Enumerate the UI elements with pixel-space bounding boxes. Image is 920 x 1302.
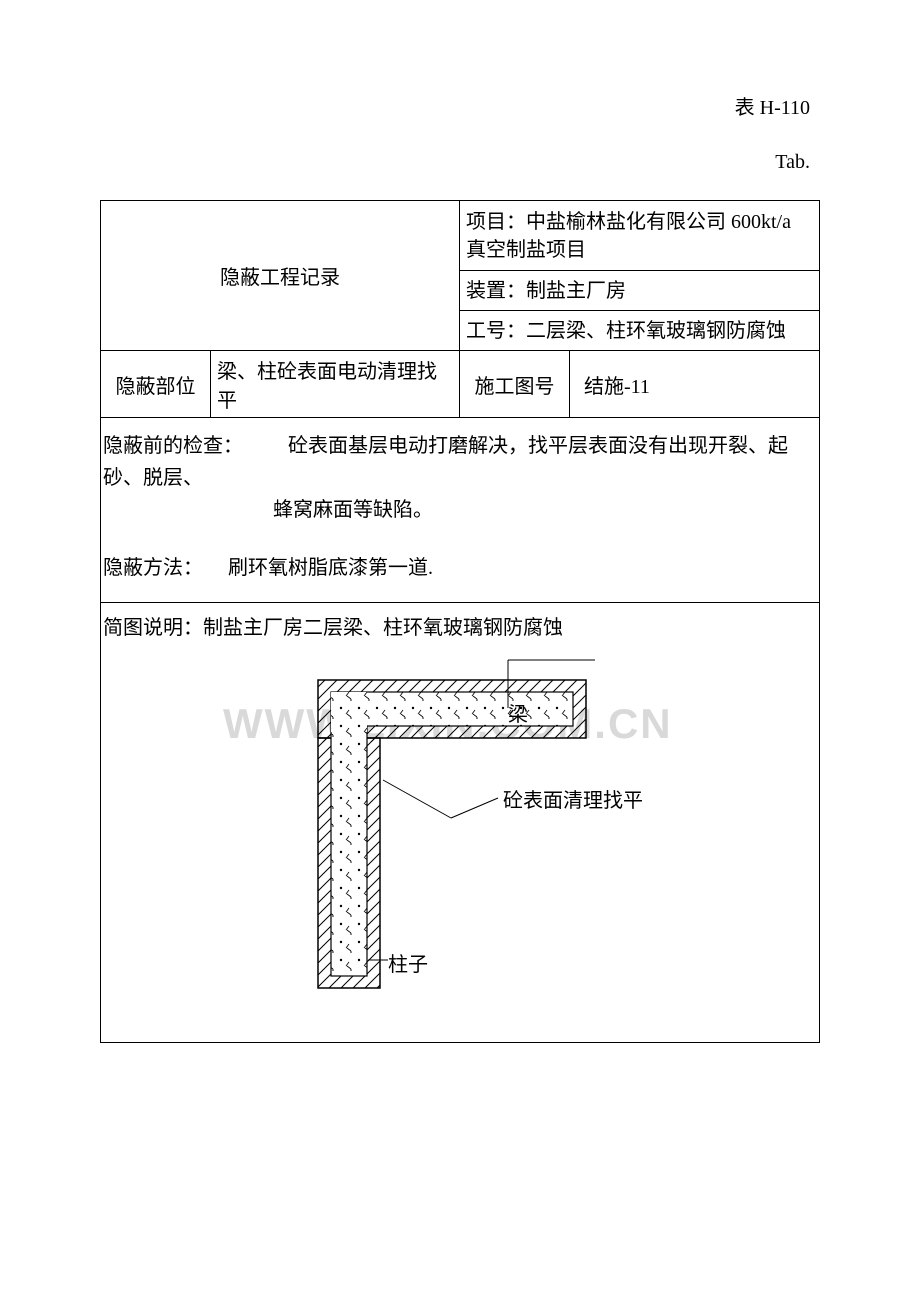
method-cell: 隐蔽方法： 刷环氧树脂底漆第一道.	[101, 530, 820, 602]
unit-label: 装置：	[466, 280, 526, 302]
drawing-label: 施工图号	[460, 351, 570, 418]
project-label: 项目：	[466, 211, 526, 233]
position-value: 梁、柱砼表面电动清理找平	[211, 351, 460, 418]
position-label: 隐蔽部位	[101, 351, 211, 418]
diagram-cell: 简图说明：制盐主厂房二层梁、柱环氧玻璃钢防腐蚀 WWW.ZIXIN.COM.CN	[101, 602, 820, 1042]
surface-label: 砼表面清理找平	[503, 784, 643, 813]
page-container: 表 H-110 Tab. 隐蔽工程记录 项目：中盐榆林盐化有限公司 600kt/…	[0, 0, 920, 1043]
drawing-value: 结施-11	[570, 351, 820, 418]
diagram-caption: 简图说明：制盐主厂房二层梁、柱环氧玻璃钢防腐蚀	[103, 617, 563, 639]
method-label: 隐蔽方法：	[103, 557, 203, 579]
column-label: 柱子	[388, 948, 428, 977]
unit-value: 制盐主厂房	[526, 280, 626, 302]
unit-cell: 装置：制盐主厂房	[460, 271, 820, 311]
check-text-2: 蜂窝麻面等缺陷。	[103, 494, 811, 526]
form-title-text: 隐蔽工程记录	[220, 267, 340, 289]
check-cell: 隐蔽前的检查： 砼表面基层电动打磨解决，找平层表面没有出现开裂、起砂、脱层、 蜂…	[101, 418, 820, 531]
check-label: 隐蔽前的检查：	[103, 435, 243, 457]
diagram-wrap: WWW.ZIXIN.COM.CN	[103, 650, 817, 1030]
project-cell: 项目：中盐榆林盐化有限公司 600kt/a 真空制盐项目	[460, 201, 820, 271]
workno-value: 二层梁、柱环氧玻璃钢防腐蚀	[526, 320, 786, 342]
tab-label: Tab.	[100, 144, 810, 180]
table-number: 表 H-110	[100, 90, 810, 126]
header-labels: 表 H-110 Tab.	[100, 90, 820, 180]
form-title: 隐蔽工程记录	[101, 201, 460, 351]
method-text: 刷环氧树脂底漆第一道.	[208, 557, 433, 579]
beam-label: 梁	[508, 698, 528, 727]
diagram-svg	[103, 650, 803, 1020]
workno-cell: 工号：二层梁、柱环氧玻璃钢防腐蚀	[460, 311, 820, 351]
main-table: 隐蔽工程记录 项目：中盐榆林盐化有限公司 600kt/a 真空制盐项目 装置：制…	[100, 200, 820, 1043]
workno-label: 工号：	[466, 320, 526, 342]
